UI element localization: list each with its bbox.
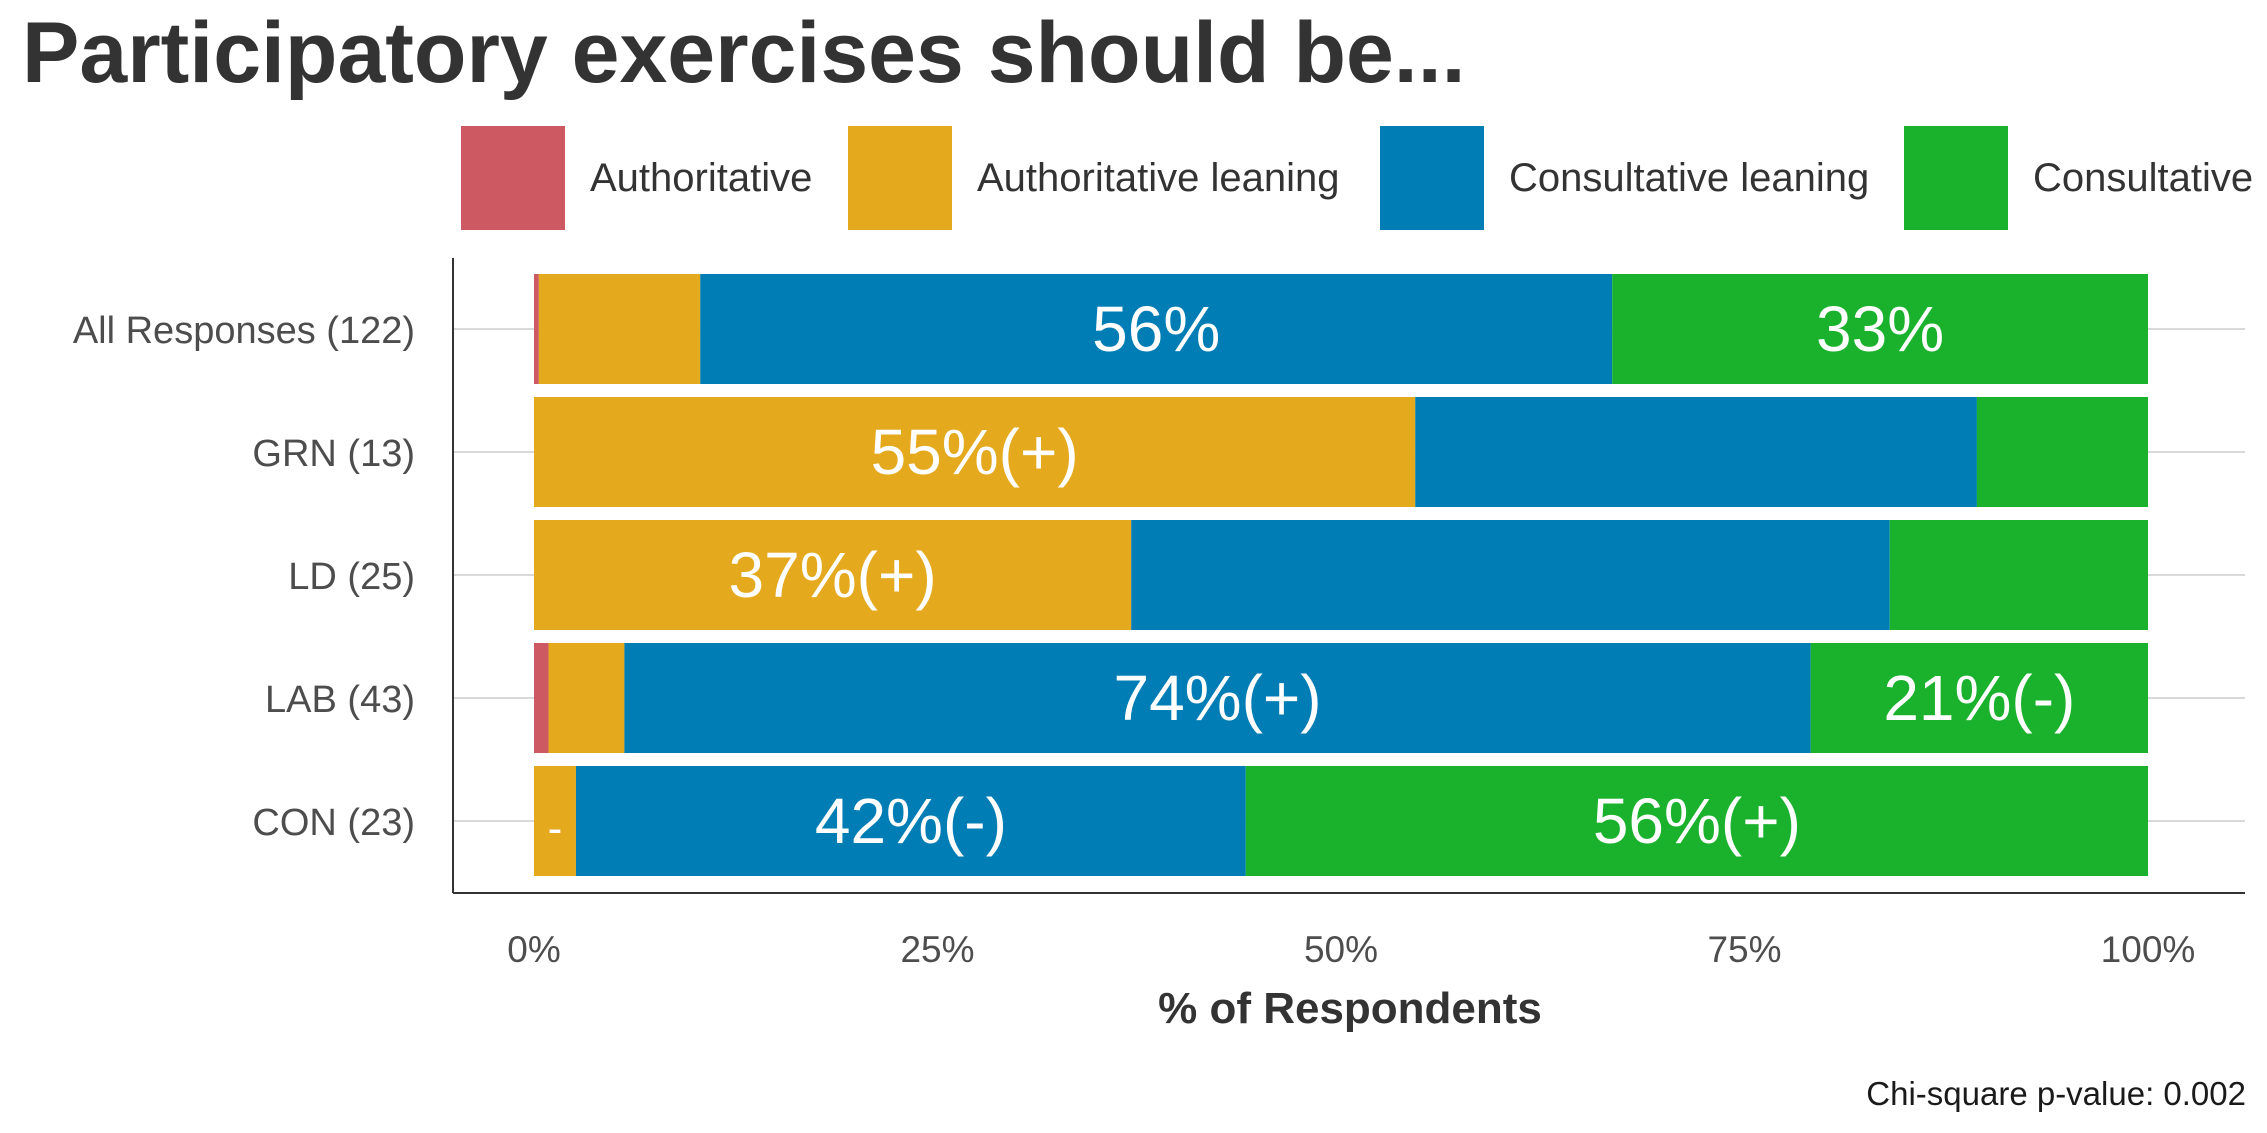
legend-swatch — [848, 126, 952, 230]
legend-item: Consultative leaning — [1380, 126, 1869, 230]
bar-segment — [1889, 520, 2148, 630]
bar-value-label: 55%(+) — [871, 416, 1079, 488]
x-tick-label: 50% — [1304, 929, 1378, 970]
bar-value-label: 56%(+) — [1593, 785, 1801, 857]
x-tick-label: 0% — [507, 929, 560, 970]
chart-title: Participatory exercises should be... — [22, 5, 1465, 101]
category-label: CON (23) — [252, 802, 415, 844]
bars — [534, 274, 2148, 876]
legend-item: Authoritative — [461, 126, 812, 230]
bar-segment — [534, 274, 539, 384]
category-label: GRN (13) — [252, 433, 415, 475]
x-tick-labels: 0% 25% 50% 75% 100% — [507, 929, 2195, 970]
bar-segment — [548, 643, 625, 753]
bar-value-label: 33% — [1816, 293, 1944, 365]
category-label: LD (25) — [288, 556, 415, 598]
bar-segment — [575, 766, 1246, 876]
bar-segment — [1131, 520, 1890, 630]
bar-value-label: - — [548, 804, 563, 853]
x-tick-label: 100% — [2101, 929, 2196, 970]
x-axis-title: % of Respondents — [1158, 984, 1542, 1033]
chi-square-note: Chi-square p-value: 0.002 — [1866, 1075, 2246, 1112]
bar-segment — [1976, 397, 2148, 507]
legend-label: Consultative leaning — [1509, 156, 1869, 200]
bar-segment — [624, 643, 1811, 753]
legend-item: Consultative — [1904, 126, 2253, 230]
bar-segment — [1415, 397, 1977, 507]
legend-swatch — [461, 126, 565, 230]
bar-segment — [1810, 643, 2148, 753]
legend: Authoritative Authoritative leaning Consul… — [461, 126, 2253, 230]
bar-value-label: 37%(+) — [729, 539, 937, 611]
bar-segment — [534, 766, 576, 876]
bar-segment — [700, 274, 1613, 384]
legend-swatch — [1904, 126, 2008, 230]
bar-labels: 56% 33% 55%(+) 37%(+) 74%(+) 21%(-) - 42%(-) 56%… — [548, 293, 2076, 857]
bar-segment — [1245, 766, 2148, 876]
bar-segment — [534, 643, 549, 753]
legend-swatch — [1380, 126, 1484, 230]
x-tick-label: 25% — [900, 929, 974, 970]
legend-label: Consultative — [2033, 156, 2253, 200]
bar-value-label: 74%(+) — [1113, 662, 1321, 734]
x-tick-label: 75% — [1707, 929, 1781, 970]
legend-label: Authoritative — [590, 156, 812, 200]
category-label: LAB (43) — [265, 679, 415, 721]
legend-label: Authoritative leaning — [977, 156, 1339, 200]
category-labels: All Responses (122) GRN (13) LD (25) LAB (4… — [73, 310, 415, 844]
bar-segment — [534, 397, 1416, 507]
bar-segment — [1612, 274, 2148, 384]
bar-value-label: 56% — [1092, 293, 1220, 365]
category-label: All Responses (122) — [73, 310, 415, 352]
bar-segment — [534, 520, 1132, 630]
bar-value-label: 42%(-) — [815, 785, 1007, 857]
bar-segment — [538, 274, 701, 384]
bar-value-label: 21%(-) — [1883, 662, 2075, 734]
legend-item: Authoritative leaning — [848, 126, 1339, 230]
axes — [452, 258, 2245, 894]
